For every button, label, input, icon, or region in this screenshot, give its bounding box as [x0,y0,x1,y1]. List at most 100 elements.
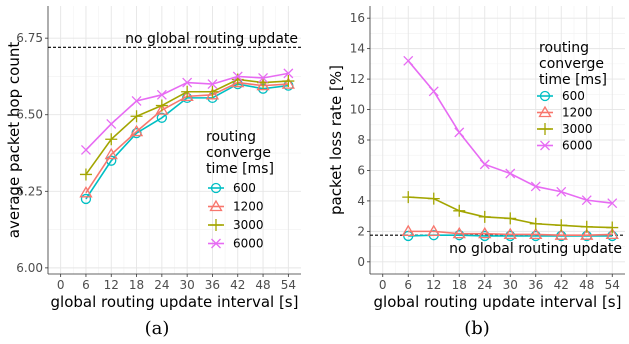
data-point-1200 [231,75,245,88]
legend-title: routing [539,40,589,56]
legend-item-label: 3000 [233,218,264,232]
data-point-1200 [256,78,270,91]
data-point-1200 [554,228,568,240]
data-point-6000 [232,71,243,82]
data-point-3000 [206,85,219,98]
data-point-6000 [283,68,294,79]
data-point-1200 [281,77,295,89]
figure-caption: (b) [464,318,490,339]
data-point-6000 [131,95,142,106]
y-tick-label: 6 [357,163,365,177]
x-tick-label: 42 [554,278,569,292]
x-tick-label: 42 [230,278,245,292]
legend-item-label: 600 [233,181,256,195]
x-tick-label: 0 [379,278,387,292]
x-tick-label: 0 [57,278,65,292]
data-point-1200 [180,89,194,102]
data-point-3000 [606,221,619,234]
x-tick-label: 12 [426,278,441,292]
x-tick-label: 18 [452,278,467,292]
legend-key-marker [209,199,223,212]
legend-key-marker [210,182,222,194]
legend-key-marker [539,90,551,102]
data-point-6000 [106,118,117,129]
data-point-3000 [580,220,593,233]
data-point-3000 [79,168,92,181]
data-point-1200 [427,224,441,237]
legend-key-marker [211,238,221,249]
y-tick-label: 2 [357,224,365,238]
data-point-3000 [402,191,415,204]
data-point-6000 [156,89,167,100]
y-tick-label: 8 [357,133,365,147]
data-point-6000 [556,186,567,197]
y-tick-label: 14 [350,42,365,56]
data-point-6000 [80,144,91,155]
data-point-6000 [505,168,516,179]
data-point-1200 [104,147,118,160]
data-point-3000 [181,85,194,98]
x-tick-label: 54 [281,278,296,292]
legend-title: converge [539,56,604,72]
legend-title: converge [206,145,271,161]
data-point-600 [156,112,168,123]
y-axis-title: packet loss rate [%] [327,65,345,215]
x-tick-label: 30 [180,278,195,292]
legend-key-marker [540,140,550,151]
data-point-600 [80,193,92,205]
data-point-6000 [581,195,592,206]
data-point-6000 [454,127,465,138]
y-tick-label: 6.00 [16,261,43,275]
y-tick-label: 16 [350,11,365,25]
data-point-3000 [282,75,295,88]
x-tick-label: 6 [404,278,412,292]
legend-item-label: 6000 [233,237,264,251]
reference-line-label: no global routing update [125,31,298,47]
legend-item-label: 3000 [562,122,593,136]
data-point-3000 [231,73,244,86]
legend-key-marker [538,105,552,118]
x-tick-label: 36 [205,278,220,292]
data-point-1200 [401,224,415,237]
legend-item-label: 6000 [562,139,593,153]
legend-item-label: 1200 [233,200,264,214]
data-point-3000 [155,99,168,112]
series-line-1200 [408,230,613,236]
data-point-1200 [205,88,220,100]
x-tick-label: 36 [528,278,543,292]
y-tick-label: 0 [357,255,365,269]
data-point-1200 [580,228,594,240]
x-axis-title: global routing update interval [s] [374,293,622,311]
y-tick-label: 12 [350,72,365,86]
data-point-1200 [129,124,144,137]
legend-title: time [ms] [206,161,274,177]
y-axis-title: average packet hop count [5,42,23,239]
data-point-3000 [478,210,491,223]
y-tick-label: 6.25 [16,184,43,198]
x-tick-label: 30 [503,278,518,292]
data-point-6000 [530,181,541,192]
y-tick-label: 10 [350,103,365,117]
data-point-3000 [427,192,440,205]
data-point-1200 [605,227,619,240]
data-point-3000 [555,219,568,232]
data-point-6000 [428,86,439,97]
data-point-1200 [529,227,543,240]
series-line-600 [85,83,289,200]
data-point-3000 [504,212,517,225]
x-tick-label: 48 [255,278,270,292]
data-point-3000 [105,133,118,146]
x-axis-title: global routing update interval [s] [51,293,299,311]
y-tick-label: 6.50 [16,108,43,122]
x-tick-label: 18 [129,278,144,292]
figure-caption: (a) [145,318,170,339]
data-point-6000 [403,55,414,66]
data-point-1200 [155,103,169,115]
data-point-3000 [130,110,143,123]
data-point-6000 [207,79,218,90]
reference-line-label: no global routing update [449,241,622,257]
legend-title: time [ms] [539,72,607,88]
data-point-6000 [182,77,193,88]
data-point-1200 [79,186,93,198]
